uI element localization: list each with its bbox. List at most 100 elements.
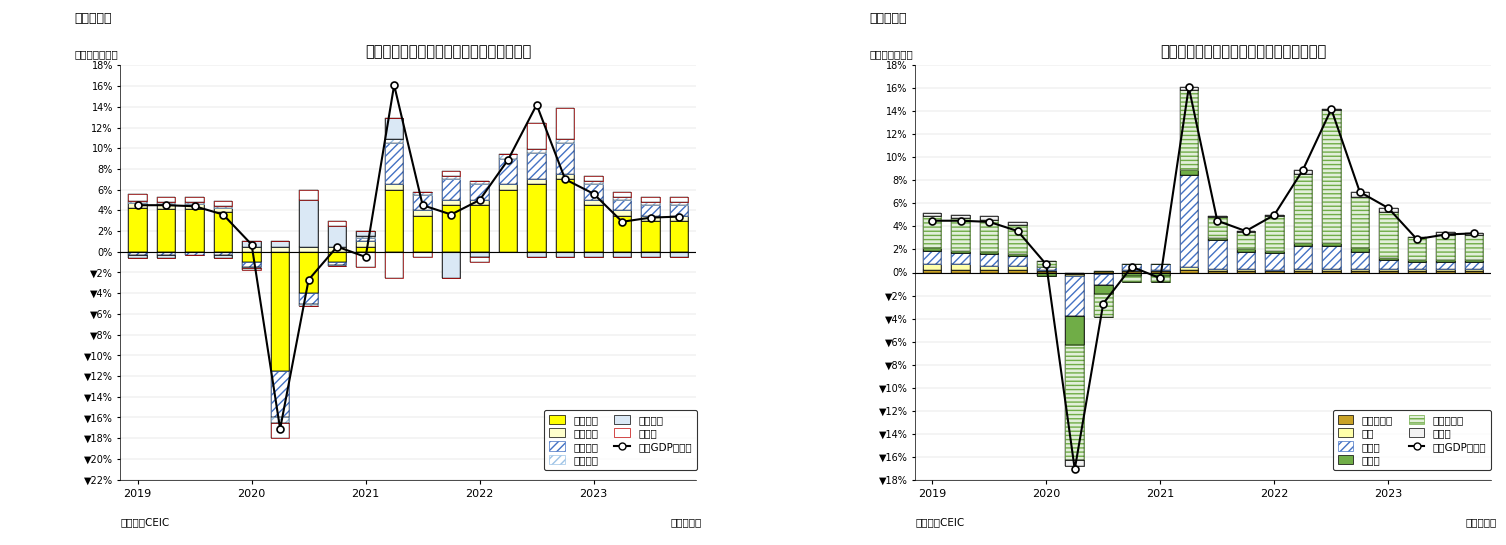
- Bar: [923, 249, 941, 251]
- Bar: [1294, 170, 1312, 173]
- Bar: [923, 264, 941, 270]
- Bar: [1093, 294, 1113, 317]
- Bar: [1065, 274, 1084, 276]
- Bar: [441, 176, 461, 179]
- Bar: [613, 210, 631, 215]
- Bar: [441, 176, 461, 179]
- Bar: [923, 216, 941, 249]
- Bar: [1408, 237, 1426, 260]
- Bar: [670, 202, 688, 205]
- Bar: [157, 204, 175, 209]
- Bar: [441, 205, 461, 252]
- Bar: [386, 118, 404, 139]
- Text: （図表２）: （図表２）: [869, 11, 907, 25]
- Bar: [300, 200, 318, 246]
- Bar: [670, 221, 688, 252]
- Legend: 民間消費, 政府消費, 民間投資, 公共投資, 在庫変動, 純輸出, 実質GDP成長率: 民間消費, 政府消費, 民間投資, 公共投資, 在庫変動, 純輸出, 実質GDP…: [544, 409, 697, 470]
- Bar: [1265, 216, 1283, 251]
- Bar: [980, 270, 998, 272]
- Bar: [271, 371, 289, 417]
- Bar: [1265, 215, 1283, 216]
- Bar: [1265, 215, 1283, 216]
- Bar: [357, 231, 375, 236]
- Text: （図表１）: （図表１）: [74, 11, 111, 25]
- Bar: [1179, 175, 1199, 267]
- Bar: [584, 205, 602, 252]
- Bar: [1208, 240, 1226, 269]
- Bar: [556, 179, 574, 252]
- Bar: [923, 249, 941, 251]
- Bar: [1093, 274, 1113, 285]
- Bar: [1351, 197, 1369, 249]
- Bar: [1408, 269, 1426, 271]
- Bar: [613, 197, 631, 200]
- Bar: [357, 241, 375, 246]
- Bar: [1151, 270, 1170, 271]
- Bar: [242, 267, 261, 268]
- Bar: [128, 255, 148, 258]
- Bar: [584, 181, 602, 184]
- Bar: [498, 184, 518, 190]
- Bar: [1009, 225, 1027, 254]
- Bar: [613, 200, 631, 210]
- Bar: [242, 262, 261, 267]
- Bar: [1464, 262, 1483, 269]
- Bar: [556, 252, 574, 257]
- Bar: [328, 265, 346, 267]
- Bar: [1322, 246, 1340, 269]
- Bar: [386, 190, 404, 252]
- Bar: [1379, 258, 1398, 260]
- Bar: [980, 220, 998, 252]
- Bar: [527, 252, 547, 257]
- Bar: [413, 215, 432, 252]
- Bar: [980, 254, 998, 265]
- Bar: [128, 208, 148, 252]
- Bar: [527, 149, 547, 153]
- Bar: [527, 149, 547, 153]
- Bar: [1065, 272, 1084, 274]
- Bar: [242, 252, 261, 262]
- Bar: [214, 252, 232, 255]
- Bar: [214, 201, 232, 206]
- Bar: [214, 252, 232, 255]
- Bar: [1464, 233, 1483, 234]
- Bar: [1122, 272, 1142, 276]
- Bar: [1294, 246, 1312, 269]
- Bar: [1437, 260, 1455, 262]
- Bar: [214, 255, 232, 258]
- Bar: [980, 252, 998, 254]
- Bar: [1322, 109, 1340, 110]
- Bar: [1294, 173, 1312, 243]
- Bar: [556, 108, 574, 139]
- Bar: [1294, 173, 1312, 243]
- Bar: [1122, 271, 1142, 272]
- Bar: [413, 195, 432, 210]
- Bar: [128, 252, 148, 255]
- Bar: [328, 252, 346, 262]
- Bar: [1122, 272, 1142, 276]
- Bar: [1179, 89, 1199, 170]
- Bar: [584, 200, 602, 205]
- Bar: [386, 139, 404, 143]
- Bar: [441, 200, 461, 205]
- Bar: [470, 257, 489, 262]
- Bar: [1236, 269, 1254, 271]
- Bar: [584, 205, 602, 252]
- Bar: [1038, 267, 1056, 270]
- Bar: [952, 219, 970, 251]
- Bar: [157, 204, 175, 209]
- Bar: [584, 184, 602, 200]
- Bar: [642, 221, 660, 252]
- Bar: [441, 200, 461, 205]
- Bar: [1464, 233, 1483, 234]
- Bar: [214, 208, 232, 213]
- Bar: [1009, 256, 1027, 265]
- Bar: [357, 252, 375, 267]
- Bar: [1009, 265, 1027, 270]
- Bar: [1179, 87, 1199, 89]
- Bar: [1093, 285, 1113, 294]
- Bar: [1122, 276, 1142, 282]
- Bar: [1464, 262, 1483, 269]
- Bar: [1009, 222, 1027, 225]
- Bar: [242, 252, 261, 262]
